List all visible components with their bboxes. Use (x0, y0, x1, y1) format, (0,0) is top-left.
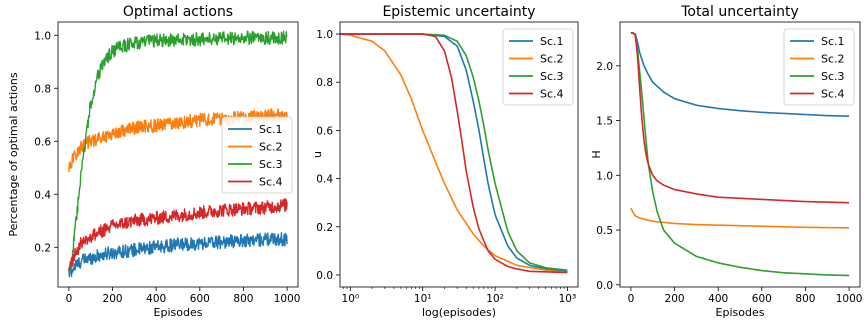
legend-label: Sc.3 (821, 70, 845, 83)
y-tick-label: 0.5 (596, 225, 613, 237)
series-line-sc1 (630, 32, 850, 117)
series-line-sc2 (340, 33, 568, 274)
plot-frame (339, 21, 579, 288)
x-tick-label: 600 (752, 293, 772, 305)
y-tick-label: 1.0 (596, 170, 613, 182)
y-tick-label: 1.5 (596, 116, 613, 128)
x-tick-label: 0 (66, 293, 73, 305)
y-tick-label: 0.8 (316, 77, 333, 89)
y-tick-label: 0.2 (34, 242, 51, 254)
y-tick-label: 0.0 (596, 280, 613, 292)
y-tick-label: 2.0 (596, 61, 613, 73)
plot-frame (619, 21, 861, 288)
x-tick-label: 200 (665, 293, 685, 305)
y-tick-label: 0.2 (316, 222, 333, 234)
y-tick-label: 1.0 (34, 30, 51, 42)
x-tick-label: 800 (795, 293, 815, 305)
x-axis-label: Episodes (154, 306, 203, 319)
x-axis-label: log(episodes) (422, 306, 496, 319)
legend-label: Sc.3 (540, 70, 564, 83)
x-axis-label: Episodes (716, 306, 765, 319)
plot-frame (57, 21, 299, 288)
chart-title: Optimal actions (123, 4, 233, 20)
legend-label: Sc.2 (821, 53, 845, 66)
y-axis-label: H (590, 150, 603, 158)
legend-label: Sc.1 (259, 123, 283, 136)
x-tick-label: 800 (233, 293, 253, 305)
chart-title: Total uncertainty (680, 4, 799, 20)
y-tick-label: 0.0 (316, 270, 333, 282)
x-tick-label: 10⁰ (342, 293, 360, 305)
y-tick-label: 0.8 (34, 83, 51, 95)
series-line-sc4 (68, 198, 288, 271)
legend-label: Sc.4 (540, 88, 564, 101)
y-tick-label: 0.4 (316, 174, 333, 186)
x-tick-label: 1000 (274, 293, 301, 305)
chart-title: Epistemic uncertainty (382, 4, 535, 20)
legend-label: Sc.1 (540, 35, 564, 48)
legend-box (783, 28, 855, 106)
legend: Sc.1 Sc.2 Sc.3 Sc.4 (783, 28, 855, 106)
y-tick-label: 0.6 (316, 125, 333, 137)
y-tick-label: 0.4 (34, 189, 51, 201)
x-tick-label: 400 (708, 293, 728, 305)
series-line-sc3 (630, 32, 850, 277)
x-tick-label: 0 (628, 293, 635, 305)
legend-label: Sc.2 (259, 141, 283, 154)
chart-panel-2: Epistemic uncertainty 10⁰ 10¹ 10² 10³ 0.0 0.2 0… (311, 4, 579, 319)
series-line-sc2 (630, 207, 850, 229)
legend-label: Sc.4 (821, 88, 845, 101)
y-tick-label: 1.0 (316, 29, 333, 41)
legend: Sc.1 Sc.2 Sc.3 Sc.4 (221, 116, 293, 194)
x-tick-label: 1000 (836, 293, 863, 305)
legend-box (502, 28, 574, 106)
chart-panel-1: Optimal actions 0 200 400 600 800 1000 0.2 0.4 0.… (7, 4, 300, 319)
x-tick-label: 10² (486, 293, 504, 305)
y-tick-label: 0.6 (34, 136, 51, 148)
series-line-sc4 (630, 32, 850, 204)
series-line-sc4 (340, 33, 568, 274)
x-tick-label: 200 (103, 293, 123, 305)
y-axis-label: u (311, 151, 324, 158)
legend-label: Sc.4 (259, 176, 283, 189)
legend-label: Sc.3 (259, 158, 283, 171)
legend-box (221, 116, 293, 194)
series-line-sc1 (68, 232, 288, 278)
x-tick-label: 10³ (559, 293, 577, 305)
x-tick-label: 400 (146, 293, 166, 305)
x-tick-label: 10¹ (414, 293, 432, 305)
legend-label: Sc.2 (540, 53, 564, 66)
y-axis-label: Percentage of optimal actions (7, 72, 20, 236)
legend: Sc.1 Sc.2 Sc.3 Sc.4 (502, 28, 574, 106)
series-line-sc3 (68, 30, 288, 275)
chart-panel-3: Total uncertainty 0 200 400 600 800 1000 0.0 0.5… (590, 4, 862, 319)
series-line-sc2 (68, 108, 288, 173)
x-tick-label: 600 (190, 293, 210, 305)
legend-label: Sc.1 (821, 35, 845, 48)
